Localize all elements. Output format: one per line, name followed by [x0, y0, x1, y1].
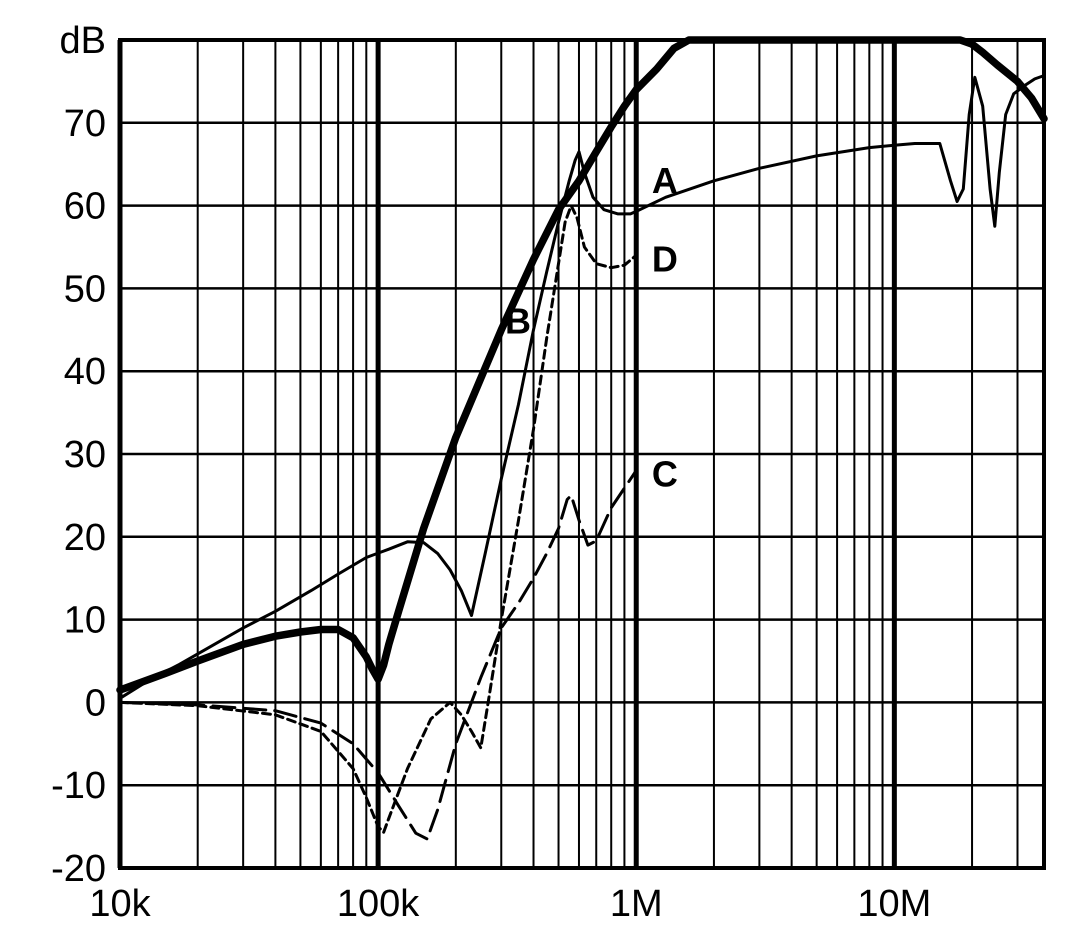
- y-tick-label: 40: [64, 351, 106, 393]
- series-label-a: A: [652, 160, 678, 201]
- y-tick-label: 0: [85, 682, 106, 724]
- y-tick-label: 60: [64, 186, 106, 228]
- y-tick-label: dB: [60, 20, 106, 62]
- y-axis-tick-labels: dB 70 60 50 40 30 20 10 0 -10 -20: [51, 20, 106, 890]
- plot-border: [118, 38, 1046, 870]
- y-tick-label: 70: [64, 103, 106, 145]
- y-tick-label: 20: [64, 517, 106, 559]
- y-tick-label: -10: [51, 765, 106, 807]
- series-label-c: C: [652, 454, 678, 495]
- series-line-d: [118, 204, 638, 834]
- y-tick-label: 30: [64, 434, 106, 476]
- x-tick-label: 1M: [610, 883, 663, 925]
- x-tick-label: 100k: [337, 883, 420, 925]
- y-tick-label: -20: [51, 848, 106, 890]
- x-tick-label: 10k: [89, 883, 151, 925]
- y-tick-label: 50: [64, 268, 106, 310]
- x-tick-label: 10M: [857, 883, 931, 925]
- series-labels: A B C D: [505, 160, 678, 495]
- x-axis-tick-labels: 10k 100k 1M 10M: [89, 883, 931, 925]
- series-line-c: [118, 469, 638, 841]
- series-label-b: B: [505, 301, 531, 342]
- series-label-d: D: [652, 238, 678, 279]
- series-line-a: [118, 74, 1046, 700]
- y-tick-label: 10: [64, 600, 106, 642]
- plot-frame: [118, 38, 1046, 870]
